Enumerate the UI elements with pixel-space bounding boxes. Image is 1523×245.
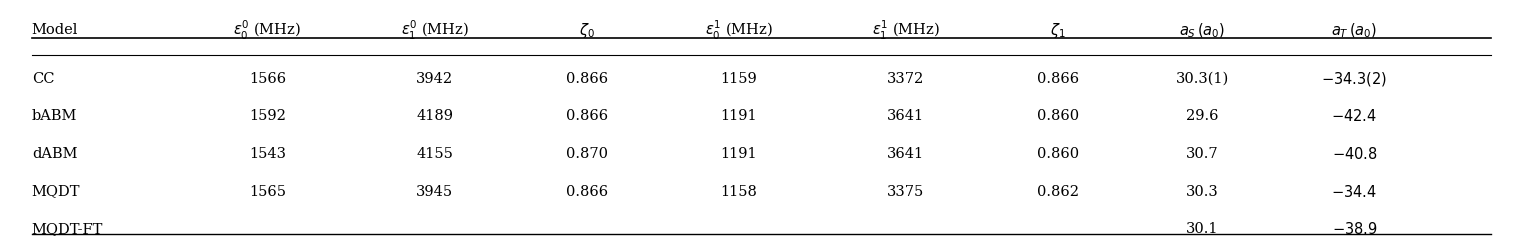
Text: 0.866: 0.866 xyxy=(1037,72,1078,86)
Text: $-34.4$: $-34.4$ xyxy=(1331,184,1377,199)
Text: 30.7: 30.7 xyxy=(1186,147,1218,161)
Text: $\zeta_1$: $\zeta_1$ xyxy=(1051,21,1066,40)
Text: 1159: 1159 xyxy=(720,72,757,86)
Text: $-42.4$: $-42.4$ xyxy=(1331,109,1377,124)
Text: $\epsilon^0_0$ (MHz): $\epsilon^0_0$ (MHz) xyxy=(233,19,302,42)
Text: 3945: 3945 xyxy=(416,184,454,198)
Text: Model: Model xyxy=(32,24,78,37)
Text: 0.860: 0.860 xyxy=(1037,110,1078,123)
Text: $-40.8$: $-40.8$ xyxy=(1331,146,1377,162)
Text: 3641: 3641 xyxy=(888,147,924,161)
Text: MQDT: MQDT xyxy=(32,184,81,198)
Text: 4189: 4189 xyxy=(416,110,454,123)
Text: 3372: 3372 xyxy=(888,72,924,86)
Text: 1565: 1565 xyxy=(248,184,286,198)
Text: 0.866: 0.866 xyxy=(565,72,608,86)
Text: MQDT-FT: MQDT-FT xyxy=(32,222,104,236)
Text: 30.3(1): 30.3(1) xyxy=(1176,72,1229,86)
Text: 0.862: 0.862 xyxy=(1037,184,1078,198)
Text: 29.6: 29.6 xyxy=(1186,110,1218,123)
Text: 3641: 3641 xyxy=(888,110,924,123)
Text: 1158: 1158 xyxy=(720,184,757,198)
Text: 1191: 1191 xyxy=(720,147,757,161)
Text: $\epsilon^1_0$ (MHz): $\epsilon^1_0$ (MHz) xyxy=(705,19,772,42)
Text: 1566: 1566 xyxy=(248,72,286,86)
Text: $\zeta_0$: $\zeta_0$ xyxy=(579,21,594,40)
Text: 0.860: 0.860 xyxy=(1037,147,1078,161)
Text: dABM: dABM xyxy=(32,147,78,161)
Text: 1592: 1592 xyxy=(248,110,286,123)
Text: CC: CC xyxy=(32,72,55,86)
Text: 3942: 3942 xyxy=(416,72,454,86)
Text: $\epsilon^0_1$ (MHz): $\epsilon^0_1$ (MHz) xyxy=(401,19,469,42)
Text: 3375: 3375 xyxy=(888,184,924,198)
Text: $-34.3(2)$: $-34.3(2)$ xyxy=(1322,70,1387,88)
Text: 30.3: 30.3 xyxy=(1186,184,1218,198)
Text: $a_T\,(a_0)$: $a_T\,(a_0)$ xyxy=(1331,21,1377,40)
Text: $a_S\,(a_0)$: $a_S\,(a_0)$ xyxy=(1179,21,1226,40)
Text: 1191: 1191 xyxy=(720,110,757,123)
Text: 0.866: 0.866 xyxy=(565,184,608,198)
Text: 1543: 1543 xyxy=(248,147,286,161)
Text: 0.870: 0.870 xyxy=(565,147,608,161)
Text: 4155: 4155 xyxy=(416,147,452,161)
Text: 0.866: 0.866 xyxy=(565,110,608,123)
Text: bABM: bABM xyxy=(32,110,78,123)
Text: $-38.9$: $-38.9$ xyxy=(1331,221,1377,237)
Text: $\epsilon^1_1$ (MHz): $\epsilon^1_1$ (MHz) xyxy=(871,19,940,42)
Text: 30.1: 30.1 xyxy=(1186,222,1218,236)
